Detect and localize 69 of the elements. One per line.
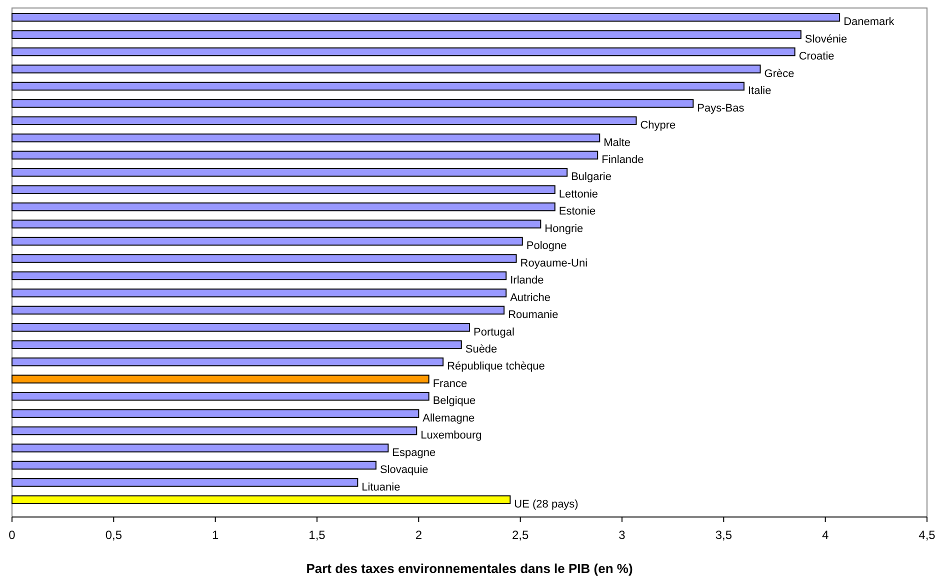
bar <box>12 236 523 246</box>
y-tick-label: Lituanie <box>362 481 400 494</box>
y-tick-label: Autriche <box>510 292 550 304</box>
bar <box>12 444 389 452</box>
bar <box>12 47 796 56</box>
y-tick-label: Estonie <box>558 206 596 218</box>
bar <box>12 357 444 366</box>
x-tick-label: 3,5 <box>715 528 732 542</box>
x-tick-label: 3 <box>618 528 626 542</box>
bar <box>12 323 470 332</box>
y-tick-label: Hongrie <box>544 222 584 235</box>
bar <box>12 254 517 263</box>
y-tick-label: Portugal <box>474 326 514 338</box>
bar <box>12 82 744 91</box>
x-tick-label: 2 <box>415 528 422 542</box>
x-tick-label: 1 <box>212 528 219 542</box>
y-tick-label: Roumanie <box>508 309 558 322</box>
y-tick-label: Chypre <box>640 120 676 132</box>
bar <box>12 340 462 350</box>
bar <box>12 220 542 228</box>
bar <box>12 392 430 401</box>
x-tick-label: 4,5 <box>918 528 936 542</box>
x-tick-label: 0 <box>8 528 16 542</box>
y-tick-label: Italie <box>748 85 772 98</box>
bar <box>12 99 694 108</box>
bar <box>12 116 637 126</box>
y-tick-label: Malte <box>604 136 631 149</box>
y-tick-label: Danemark <box>844 16 895 28</box>
x-axis-title: Part des taxes environnementales dans le PIB (en %) <box>306 561 633 576</box>
bar <box>12 478 358 487</box>
bar <box>12 426 418 436</box>
y-tick-label: Irlande <box>510 274 544 287</box>
bar <box>12 495 511 504</box>
y-tick-label: Pologne <box>526 240 567 252</box>
y-tick-label: Pays-Bas <box>697 102 745 114</box>
y-tick-label: Slovaquie <box>380 464 428 476</box>
y-tick-label: UE (28 pays) <box>514 498 578 511</box>
bar <box>12 409 420 418</box>
bar <box>12 64 761 74</box>
bar <box>12 150 598 160</box>
x-tick-label: 2,5 <box>512 528 529 542</box>
x-tick-label: 0,5 <box>105 528 122 542</box>
y-tick-label: Croatie <box>798 50 834 63</box>
y-tick-label: Royaume-Uni <box>520 257 588 270</box>
y-tick-label: Bulgarie <box>571 171 612 184</box>
y-tick-label: Allemagne <box>422 412 475 424</box>
bar <box>12 288 507 298</box>
bar <box>12 168 568 177</box>
y-tick-label: République tchèque <box>447 360 545 373</box>
y-tick-label: Espagne <box>392 446 436 459</box>
y-tick-label: Belgique <box>432 395 476 408</box>
bar <box>12 202 556 212</box>
bar <box>12 460 376 470</box>
y-tick-label: France <box>432 378 468 390</box>
bar <box>12 30 802 39</box>
y-tick-label: Slovénie <box>804 33 848 46</box>
bar <box>12 271 507 280</box>
bar <box>12 374 430 384</box>
bar <box>12 134 600 142</box>
y-tick-label: Grèce <box>764 68 794 80</box>
bar <box>12 306 505 315</box>
y-tick-label: Suède <box>465 344 498 356</box>
x-tick-label: 1,5 <box>308 528 326 542</box>
bar <box>12 185 556 194</box>
bar <box>12 12 840 22</box>
y-tick-label: Lettonie <box>558 188 598 200</box>
y-tick-label: Finlande <box>602 154 644 166</box>
x-tick-label: 4 <box>822 528 829 542</box>
y-tick-label: Luxembourg <box>420 430 482 442</box>
